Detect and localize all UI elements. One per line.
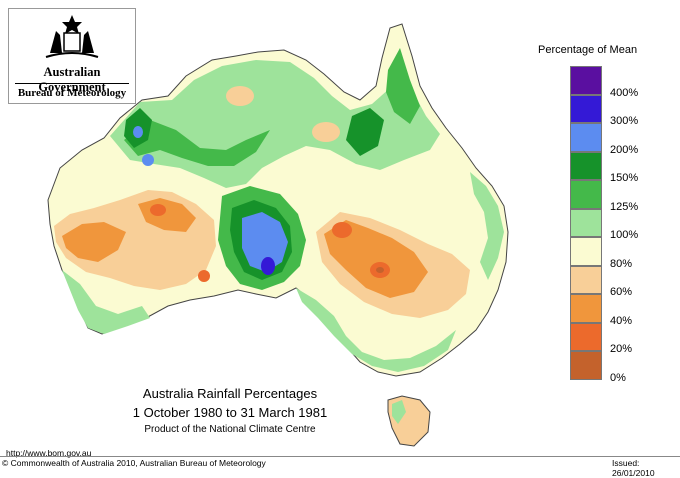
legend-label: 125% xyxy=(610,200,639,213)
map-producer: Product of the National Climate Centre xyxy=(144,424,316,435)
logo-divider xyxy=(15,83,129,84)
legend-label: 200% xyxy=(610,143,639,156)
legend-swatch xyxy=(570,351,602,380)
legend-label: 20% xyxy=(610,343,633,355)
legend-label: 0% xyxy=(610,371,626,384)
wet-zone-gulf xyxy=(346,108,384,156)
legend-swatch xyxy=(570,94,602,123)
legend-swatch xyxy=(570,66,602,95)
dry-zone-west-20 xyxy=(150,204,166,216)
legend-swatch xyxy=(570,208,602,237)
dry-zone-west-40 xyxy=(62,222,126,262)
legend-label: 100% xyxy=(610,229,639,241)
legend xyxy=(570,66,602,380)
wet-zone-lake-eyre-300 xyxy=(261,257,275,275)
footer-copyright: © Commonwealth of Australia 2010, Austra… xyxy=(2,458,266,468)
legend-label: 150% xyxy=(610,172,639,184)
tasmania-wet-area xyxy=(392,400,406,424)
footer-issued: Issued: 26/01/2010 xyxy=(612,458,655,478)
dry-zone-east-40 xyxy=(324,220,428,298)
dry-zone-north-patch2 xyxy=(312,122,340,142)
legend-swatch xyxy=(570,294,602,323)
map-period: 1 October 1980 to 31 March 1981 xyxy=(132,405,328,420)
coat-of-arms-icon xyxy=(45,15,99,58)
legend-swatch xyxy=(570,151,602,180)
wet-zone-southwest xyxy=(62,270,150,334)
legend-title: Percentage of Mean xyxy=(538,44,638,56)
government-logo: Australian Government Bureau of Meteorol… xyxy=(8,8,136,104)
legend-swatch xyxy=(570,237,602,266)
legend-label: 40% xyxy=(610,314,633,327)
dry-zone-east-20 xyxy=(332,222,352,238)
logo-line-bureau: Bureau of Meteorology xyxy=(17,87,127,99)
map-title: Australia Rainfall Percentages xyxy=(142,386,318,401)
wet-zone-kimberley-200 xyxy=(142,154,154,166)
rainfall-map xyxy=(47,23,509,447)
dry-zone-west-20b xyxy=(198,270,210,282)
legend-label: 300% xyxy=(610,115,639,127)
legend-swatch xyxy=(570,322,602,351)
legend-swatch xyxy=(570,180,602,209)
legend-label: 80% xyxy=(610,257,633,270)
legend-label: 400% xyxy=(610,86,639,99)
wet-zone-lake-eyre-200 xyxy=(242,212,288,272)
dry-zone-east-0 xyxy=(376,267,384,273)
footer-rule xyxy=(0,456,680,457)
wet-zone-cape-york xyxy=(386,48,420,124)
wet-zone-north-dark xyxy=(124,120,270,166)
legend-label: 60% xyxy=(610,286,633,298)
legend-swatch xyxy=(570,123,602,152)
wet-zone-east-coast xyxy=(470,172,504,280)
wet-zone-arnhem-200 xyxy=(133,126,143,138)
legend-swatch xyxy=(570,265,602,294)
footer-url-link[interactable]: http://www.bom.gov.au xyxy=(6,448,92,458)
dry-zone-north-patch xyxy=(226,86,254,106)
